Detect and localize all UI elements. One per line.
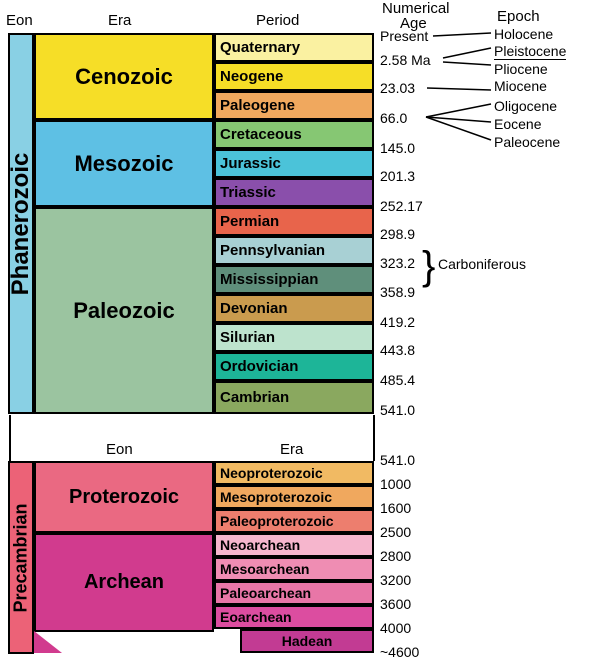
supereon-precambrian-label: Precambrian: [11, 503, 32, 612]
era-paleoarchean: Paleoarchean: [214, 581, 374, 605]
header-eon2: Eon: [106, 441, 133, 458]
geologic-time-scale: { "headers": { "eon": "Eon", "era": "Era…: [0, 0, 613, 661]
era-paleoproterozoic: Paleoproterozoic: [214, 509, 374, 533]
age-label: 541.0: [380, 452, 415, 468]
eon-proterozoic: Proterozoic: [34, 461, 214, 533]
archean-bottom-border: [60, 630, 214, 632]
age-label: 1000: [380, 476, 411, 492]
eon-archean: Archean: [34, 533, 214, 632]
era-neoproterozoic: Neoproterozoic: [214, 461, 374, 485]
age-label: 4000: [380, 620, 411, 636]
supereon-precambrian: Precambrian: [8, 461, 34, 654]
era-hadean: Hadean: [240, 629, 374, 653]
header-era2: Era: [280, 441, 303, 458]
age-label: 2500: [380, 524, 411, 540]
era-eoarchean: Eoarchean: [214, 605, 374, 629]
age-label: ~4600: [380, 644, 419, 660]
age-label: 3200: [380, 572, 411, 588]
archean-notch: [34, 631, 62, 653]
era-mesoarchean: Mesoarchean: [214, 557, 374, 581]
era-mesoproterozoic: Mesoproterozoic: [214, 485, 374, 509]
age-label: 3600: [380, 596, 411, 612]
era-neoarchean: Neoarchean: [214, 533, 374, 557]
age-label: 2800: [380, 548, 411, 564]
age-label: 1600: [380, 500, 411, 516]
